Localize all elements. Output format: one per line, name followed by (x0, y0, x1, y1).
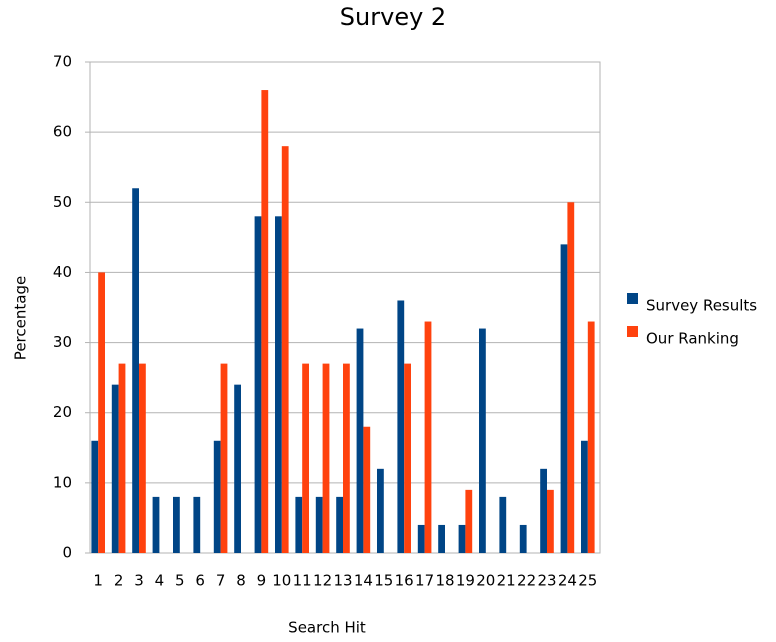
bar (302, 363, 309, 553)
x-tick-label: 23 (537, 572, 556, 590)
bar (540, 468, 547, 553)
bar (356, 328, 364, 553)
x-tick-label: 18 (435, 572, 454, 590)
bar (336, 496, 343, 553)
y-tick-label: 60 (53, 123, 72, 141)
x-tick-label: 7 (216, 572, 226, 590)
x-tick-label: 14 (354, 572, 373, 590)
x-tick-label: 5 (175, 572, 185, 590)
legend-label: Survey Results (646, 297, 757, 315)
bar (234, 384, 241, 553)
bar (322, 363, 330, 553)
bar (377, 468, 384, 553)
x-tick-label: 1 (93, 572, 103, 590)
x-tick-label: 2 (114, 572, 124, 590)
x-tick-label: 10 (272, 572, 291, 590)
bar (111, 384, 119, 553)
x-tick-label: 22 (517, 572, 536, 590)
y-tick-label: 40 (53, 263, 72, 281)
chart-title: Survey 2 (340, 3, 446, 31)
bar (458, 524, 466, 553)
x-tick-label: 8 (236, 572, 246, 590)
bar (465, 489, 473, 553)
bar (173, 496, 180, 553)
x-axis-label: Search Hit (288, 619, 366, 637)
x-tick-label: 12 (313, 572, 332, 590)
legend-label: Our Ranking (646, 330, 739, 348)
bar (547, 489, 554, 553)
bar (587, 321, 595, 553)
y-tick-label: 20 (53, 403, 72, 421)
x-tick-label: 13 (333, 572, 352, 590)
x-tick-label: 15 (374, 572, 393, 590)
x-tick-label: 9 (257, 572, 267, 590)
x-tick-label: 6 (195, 572, 205, 590)
bar (275, 216, 282, 554)
bar (98, 272, 105, 553)
bar (581, 440, 588, 553)
bar (560, 244, 568, 553)
bar (363, 426, 371, 553)
bar (132, 188, 139, 553)
legend-swatch (627, 293, 638, 304)
x-tick-label: 21 (497, 572, 516, 590)
legend-swatch (627, 326, 638, 337)
x-tick-label: 17 (415, 572, 434, 590)
bar (261, 90, 269, 554)
y-tick-label: 10 (53, 473, 72, 491)
bar (118, 363, 126, 553)
y-tick-label: 50 (53, 193, 72, 211)
bar (424, 321, 432, 553)
bar (295, 496, 303, 553)
bar (220, 363, 228, 553)
bar (438, 524, 445, 553)
bar (343, 363, 350, 553)
x-tick-label: 25 (578, 572, 597, 590)
bar (281, 146, 289, 553)
bar (91, 440, 99, 553)
bar (479, 328, 486, 553)
bar (499, 496, 507, 553)
bar (397, 300, 405, 553)
y-tick-label: 70 (53, 53, 72, 71)
x-tick-label: 24 (558, 572, 577, 590)
bar (404, 363, 411, 553)
x-tick-label: 4 (155, 572, 165, 590)
bar (152, 496, 160, 553)
bar (193, 496, 201, 553)
x-tick-label: 16 (395, 572, 414, 590)
bar (213, 440, 221, 553)
x-tick-label: 20 (476, 572, 495, 590)
y-tick-label: 0 (62, 544, 72, 562)
bar (519, 524, 527, 553)
bar (567, 202, 575, 554)
x-tick-label: 19 (456, 572, 475, 590)
bar (315, 496, 323, 553)
bar (139, 363, 146, 553)
y-tick-label: 30 (53, 333, 72, 351)
y-axis-label: Percentage (12, 276, 30, 360)
bar (417, 524, 425, 553)
x-tick-label: 11 (293, 572, 312, 590)
x-tick-label: 3 (134, 572, 144, 590)
bar (254, 216, 262, 554)
